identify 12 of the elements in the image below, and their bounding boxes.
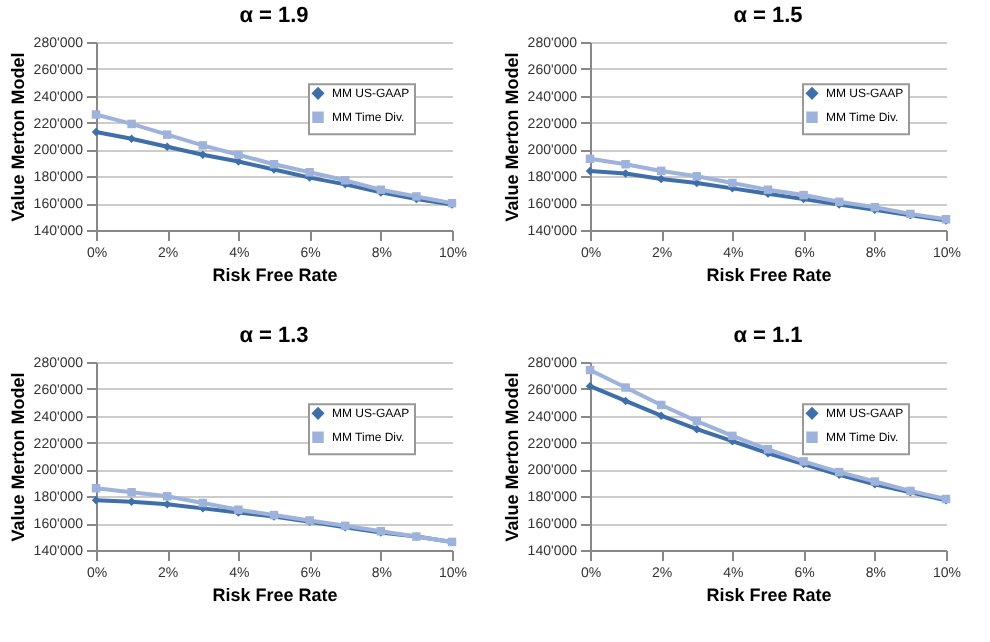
y-axis-title: Value Merton Model (501, 52, 522, 222)
chart-title: α = 1.1 (733, 324, 803, 348)
chart-title: α = 1.3 (239, 324, 309, 348)
chart-title: α = 1.5 (733, 4, 803, 28)
x-axis-title: Risk Free Rate (212, 585, 338, 605)
chart-title: α = 1.9 (239, 4, 309, 28)
y-axis-title: Value Merton Model (501, 372, 522, 542)
x-axis-title: Risk Free Rate (706, 585, 832, 605)
x-axis-title: Risk Free Rate (706, 265, 832, 285)
x-axis-title: Risk Free Rate (212, 265, 338, 285)
y-axis-title: Value Merton Model (7, 52, 28, 222)
y-axis-title: Value Merton Model (7, 372, 28, 542)
